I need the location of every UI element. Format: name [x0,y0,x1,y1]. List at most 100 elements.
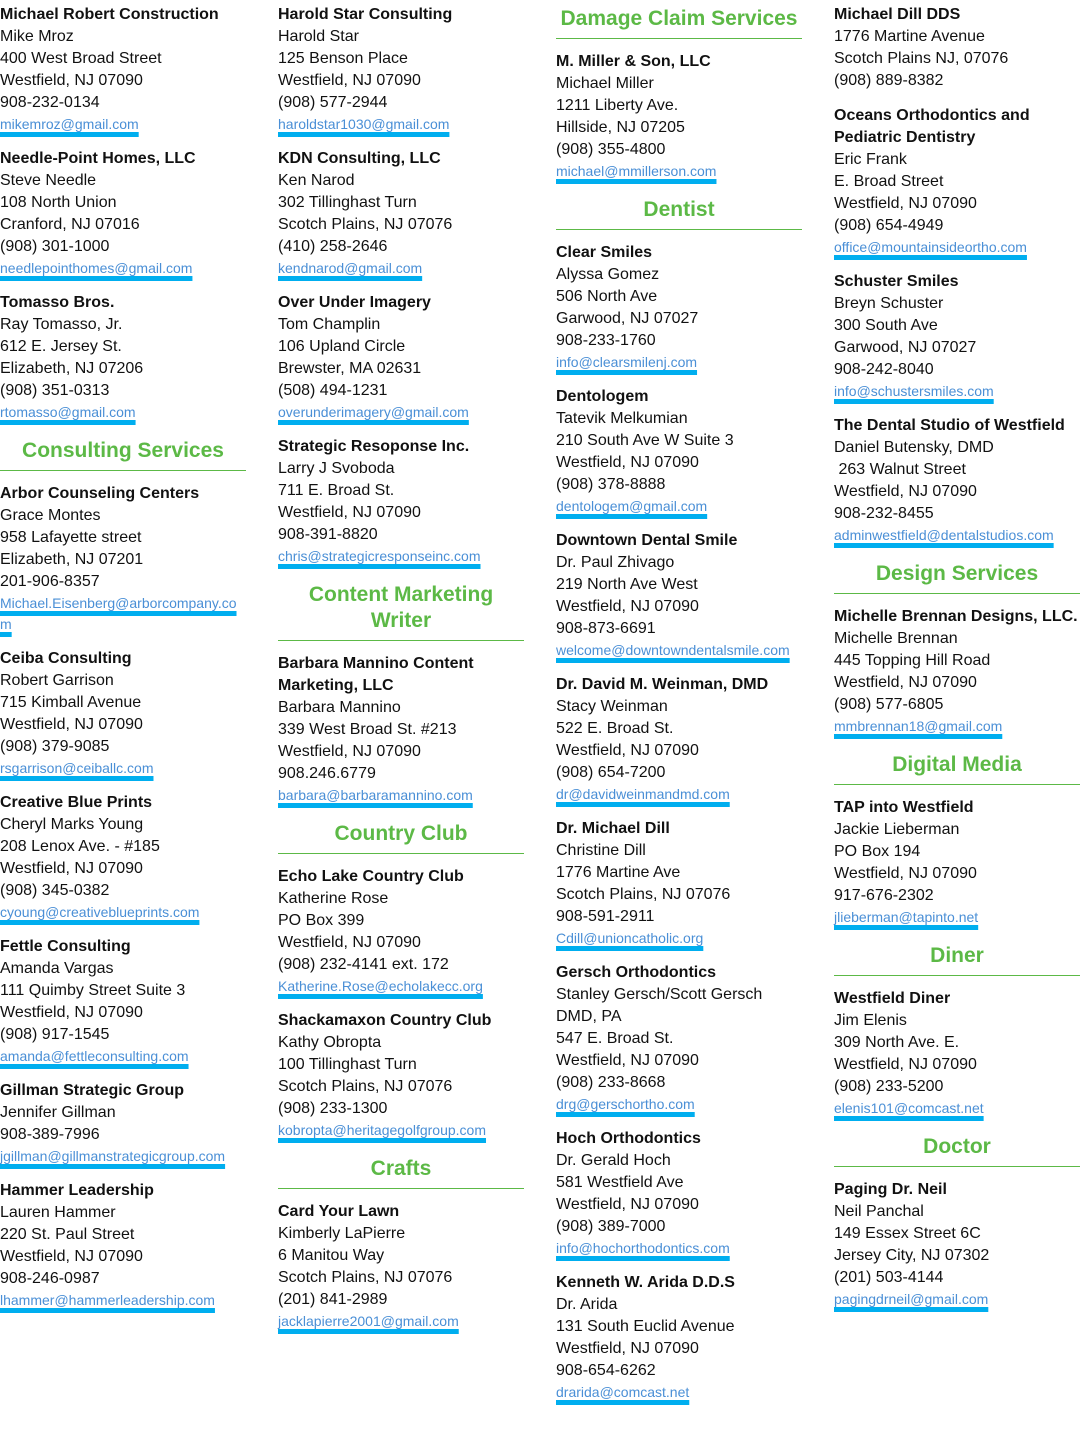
listing-line: Cheryl Marks Young [0,816,144,833]
listing-line: 908-232-0134 [0,94,100,111]
listing-line: 908-873-6691 [556,620,656,637]
email-link[interactable]: Michael.Eisenberg@arborcompany.com [0,595,237,632]
listing-line: PO Box 399 [278,912,365,929]
business-name: Tomasso Bros. [0,294,115,311]
email-link[interactable]: elenis101@comcast.net [834,1100,984,1116]
email-link[interactable]: dentologem@gmail.com [556,498,708,514]
email-link[interactable]: needlepointhomes@gmail.com [0,260,193,276]
listing-line: 219 North Ave West [556,576,698,593]
listing-line: 208 Lenox Ave. - #185 [0,838,160,855]
listing-line: 547 E. Broad St. [556,1030,674,1047]
listing-line: Larry J Svoboda [278,460,395,477]
listing-line: Westfield, NJ 07090 [556,1052,699,1069]
email-link[interactable]: overunderimagery@gmail.com [278,404,469,420]
listing-line: Tom Champlin [278,316,381,333]
listing-line: 300 South Ave [834,317,938,334]
listing-line: Westfield, NJ 07090 [556,742,699,759]
business-name: Kenneth W. Arida D.D.S [556,1274,735,1291]
section-heading: Doctor [834,1132,1080,1167]
section-heading: Design Services [834,559,1080,594]
listing-line: Kimberly LaPierre [278,1225,406,1242]
email-link[interactable]: rsgarrison@ceiballc.com [0,760,154,776]
listing-line: (908) 577-6805 [834,696,944,713]
listing-line: (908) 233-8668 [556,1074,666,1091]
email-link[interactable]: rtomasso@gmail.com [0,404,136,420]
email-link[interactable]: jacklapierre2001@gmail.com [278,1313,459,1329]
section-heading: Country Club [278,819,524,854]
listing-line: Scotch Plains, NJ 07076 [278,1078,453,1095]
section-heading: Dentist [556,195,802,230]
listing-line: Scotch Plains, NJ 07076 [278,1269,453,1286]
business-name: Echo Lake Country Club [278,868,464,885]
email-link[interactable]: welcome@downtowndentalsmile.com [556,642,790,658]
listing-line: 908-232-8455 [834,505,934,522]
listing-line: 263 Walnut Street [834,461,966,478]
listing-line: Daniel Butensky, DMD [834,439,994,456]
email-link[interactable]: pagingdrneil@gmail.com [834,1291,989,1307]
email-link[interactable]: kobropta@heritagegolfgroup.com [278,1122,487,1138]
listing-line: Grace Montes [0,507,101,524]
section-heading: Diner [834,941,1080,976]
email-link[interactable]: haroldstar1030@gmail.com [278,116,450,132]
listing-line: 908-233-1760 [556,332,656,349]
business-name: Fettle Consulting [0,938,131,955]
listing-line: 612 E. Jersey St. [0,338,122,355]
listing-line: Westfield, NJ 07090 [0,860,143,877]
listing-line: 908-591-2911 [556,908,655,925]
email-link[interactable]: mmbrennan18@gmail.com [834,718,1003,734]
email-link[interactable]: dr@davidweinmandmd.com [556,786,730,802]
listing-line: Jersey City, NJ 07302 [834,1247,990,1264]
listing-line: (908) 577-2944 [278,94,388,111]
email-link[interactable]: barbara@barbaramannino.com [278,787,473,803]
listing-line: Breyn Schuster [834,295,944,312]
listing-line: 220 St. Paul Street [0,1226,135,1243]
email-link[interactable]: kendnarod@gmail.com [278,260,423,276]
listing: Downtown Dental Smile Dr. Paul Zhivago 219… [556,530,802,661]
listing: Needle-Point Homes, LLC Steve Needle 108 N… [0,148,246,279]
business-name: Westfield Diner [834,990,951,1007]
email-link[interactable]: mikemroz@gmail.com [0,116,139,132]
listing: Tomasso Bros. Ray Tomasso, Jr. 612 E. Jers… [0,292,246,423]
listing-line: 958 Lafayette street [0,529,142,546]
business-name: TAP into Westfield [834,799,974,816]
listing: TAP into Westfield Jackie Lieberman PO Box… [834,797,1080,928]
business-name: Schuster Smiles [834,273,959,290]
listing-line: 1211 Liberty Ave. [556,97,679,114]
listing: Hoch Orthodontics Dr. Gerald Hoch 581 West… [556,1128,802,1259]
email-link[interactable]: info@schustersmiles.com [834,383,994,399]
email-link[interactable]: chris@strategicresponseinc.com [278,548,481,564]
email-link[interactable]: Cdill@unioncatholic.org [556,930,704,946]
email-link[interactable]: info@clearsmilenj.com [556,354,698,370]
listing-line: Christine Dill [556,842,646,859]
email-link[interactable]: michael@mmillerson.com [556,163,717,179]
listing-line: Dr. Gerald Hoch [556,1152,671,1169]
email-link[interactable]: info@hochorthodontics.com [556,1240,730,1256]
listing: Harold Star Consulting Harold Star 125 Ben… [278,4,524,135]
listing-line: (908) 889-8382 [834,72,944,89]
listing-line: Westfield, NJ 07090 [834,865,977,882]
listing-line: (908) 379-9085 [0,738,110,755]
listing-line: Mike Mroz [0,28,74,45]
email-link[interactable]: amanda@fettleconsulting.com [0,1048,189,1064]
listing-line: 302 Tillinghast Turn [278,194,417,211]
listing-line: 908-242-8040 [834,361,934,378]
email-link[interactable]: jgillman@gillmanstrategicgroup.com [0,1148,226,1164]
email-link[interactable]: lhammer@hammerleadership.com [0,1292,215,1308]
listing-line: 581 Westfield Ave [556,1174,684,1191]
email-link[interactable]: jlieberman@tapinto.net [834,909,979,925]
email-link[interactable]: drarida@comcast.net [556,1384,690,1400]
listing-line: Westfield, NJ 07090 [834,195,977,212]
business-name: Dr. Michael Dill [556,820,670,837]
listing: Westfield Diner Jim Elenis 309 North Ave. … [834,988,1080,1119]
listing: Dr. Michael Dill Christine Dill 1776 Marti… [556,818,802,949]
email-link[interactable]: adminwestfield@dentalstudios.com [834,527,1054,543]
listing-line: (508) 494-1231 [278,382,388,399]
listing-line: 201-906-8357 [0,573,100,590]
listing-line: E. Broad Street [834,173,944,190]
email-link[interactable]: drg@gerschortho.com [556,1096,695,1112]
business-name: Harold Star Consulting [278,6,453,23]
email-link[interactable]: cyoung@creativeblueprints.com [0,904,200,920]
listing-line: Katherine Rose [278,890,389,907]
email-link[interactable]: Katherine.Rose@echolakecc.org [278,978,483,994]
email-link[interactable]: office@mountainsideortho.com [834,239,1027,255]
